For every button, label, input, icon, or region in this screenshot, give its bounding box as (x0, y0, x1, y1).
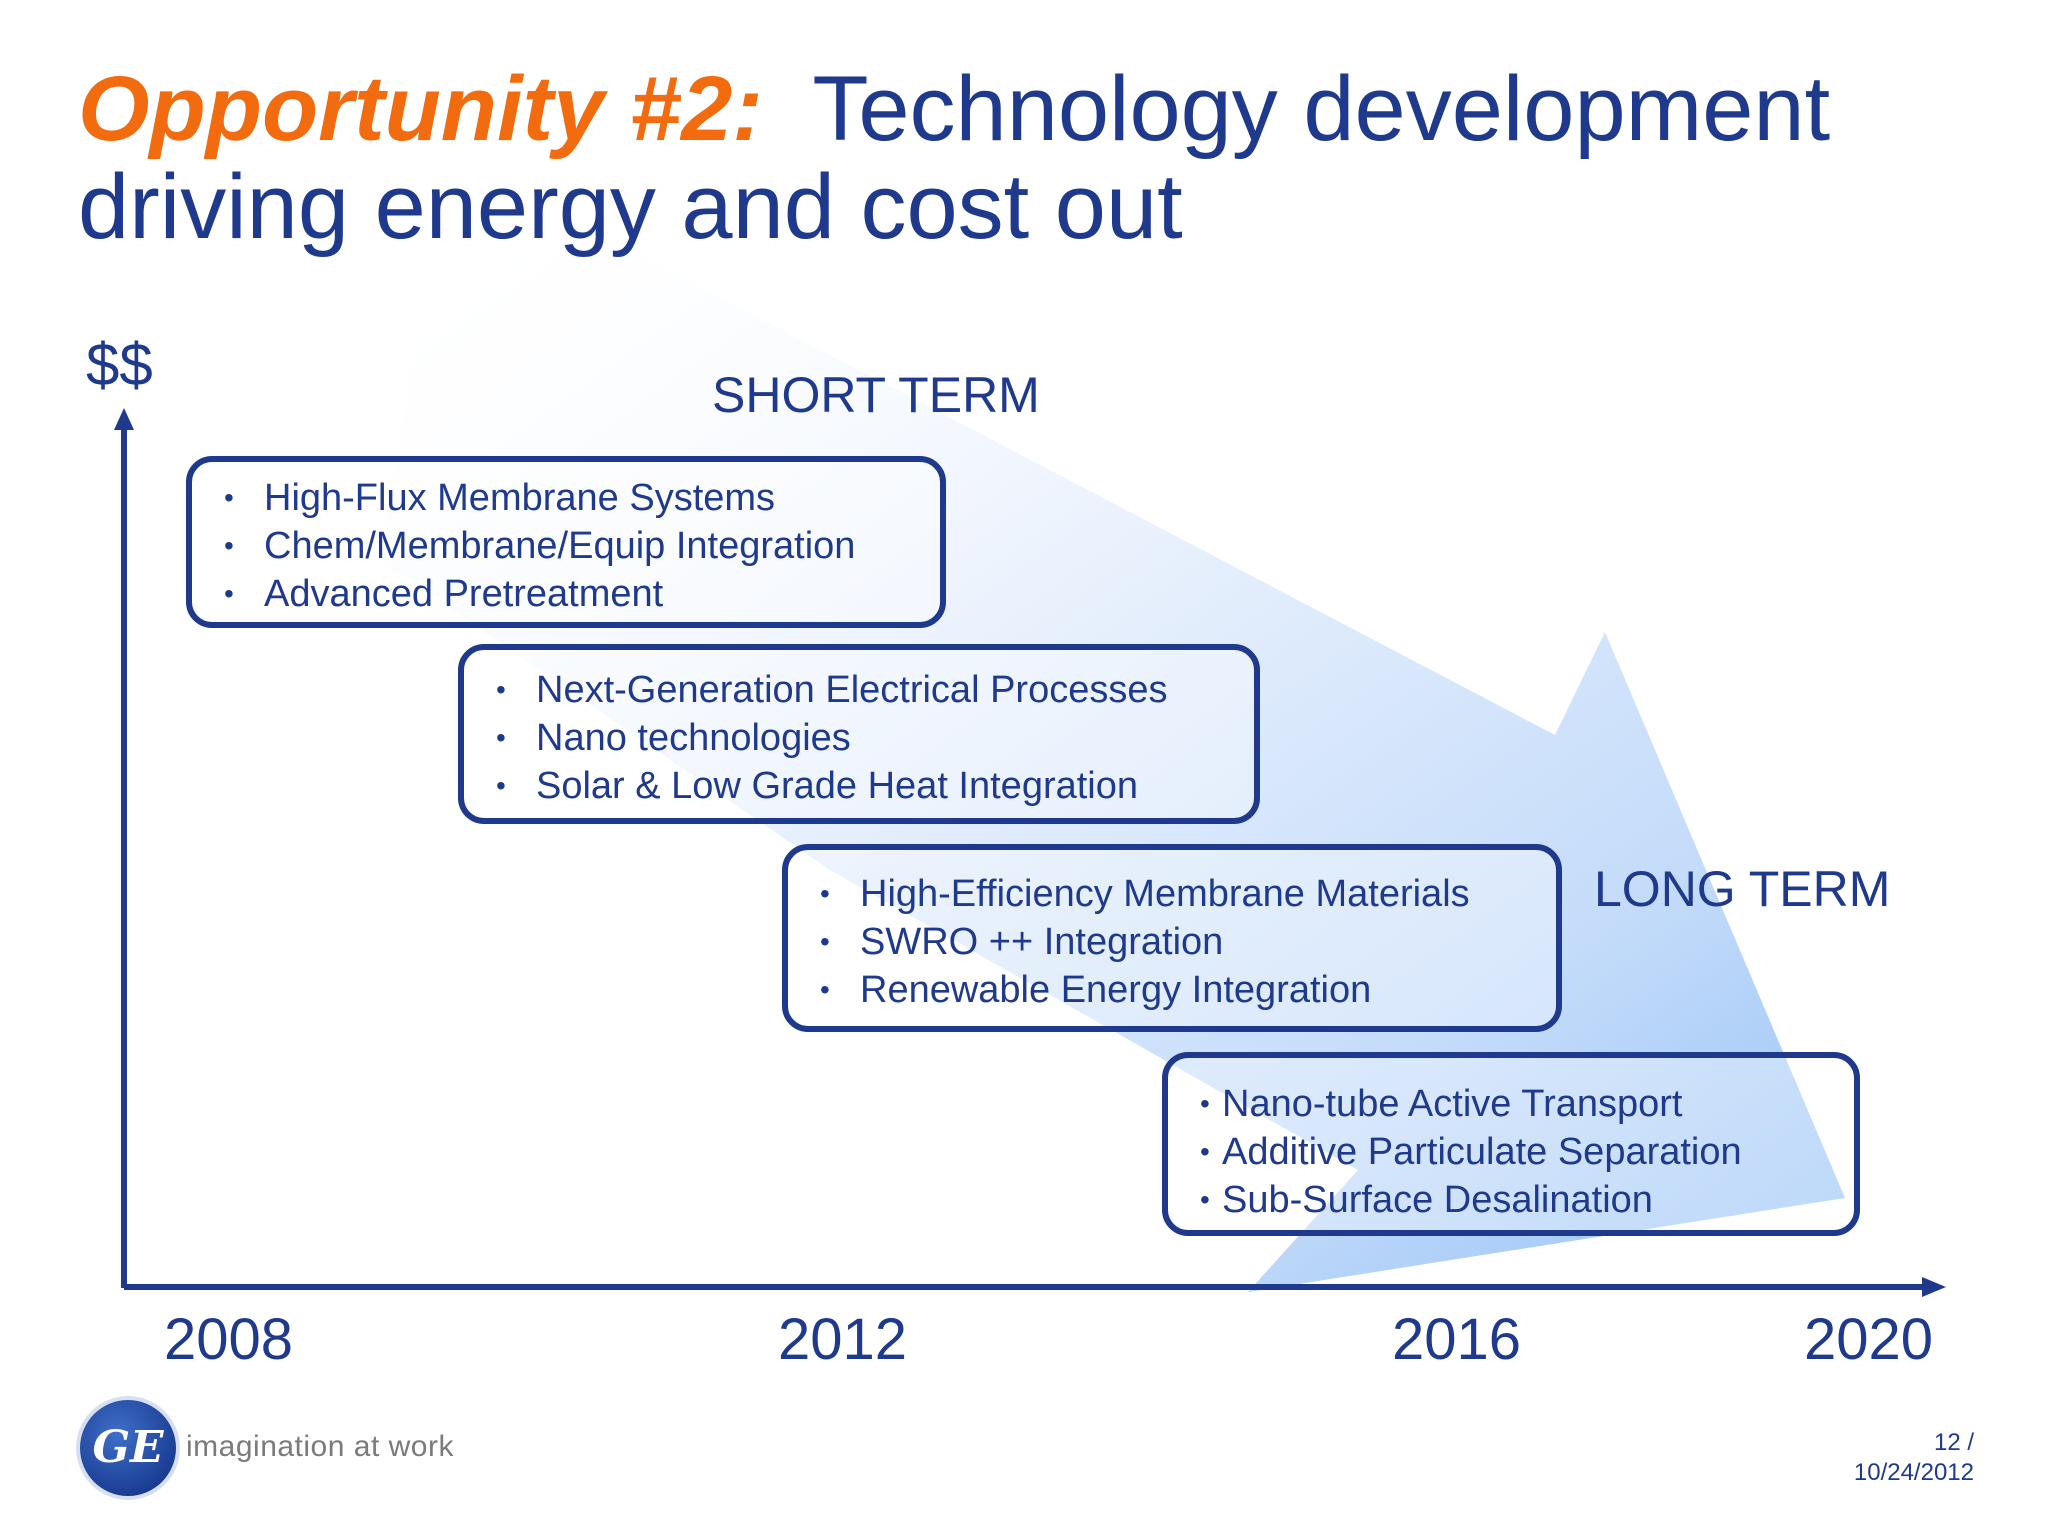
long-term-box: • Nano-tube Active Transport • Additive Pa… (1162, 1052, 1860, 1236)
mid-term-list-1: • Next-Generation Electrical Processes • N… (496, 666, 1254, 810)
list-item: • Additive Particulate Separation (1200, 1128, 1854, 1176)
list-item: • Solar & Low Grade Heat Integration (496, 762, 1254, 810)
mid-term-box-1: • Next-Generation Electrical Processes • N… (458, 644, 1260, 824)
list-item: • Nano-tube Active Transport (1200, 1080, 1854, 1128)
long-term-label: LONG TERM (1594, 861, 1891, 917)
list-item: • Next-Generation Electrical Processes (496, 666, 1254, 714)
bullet: • (496, 722, 506, 753)
short-term-list: • High-Flux Membrane Systems • Chem/Membra… (224, 474, 940, 618)
bullet: • (820, 878, 830, 909)
bullet: • (820, 974, 830, 1005)
title-line-1: Technology development (812, 58, 1831, 160)
year-label-2008: 2008 (164, 1307, 294, 1372)
bullet: • (496, 674, 506, 705)
title-highlight: Opportunity #2: (78, 58, 763, 160)
year-label-2020: 2020 (1804, 1307, 1934, 1372)
logo-tagline: imagination at work (186, 1430, 454, 1463)
list-item: • Renewable Energy Integration (820, 966, 1556, 1014)
year-label-2016: 2016 (1392, 1307, 1522, 1372)
mid-term-list-2: • High-Efficiency Membrane Materials • SWR… (820, 870, 1556, 1014)
list-item: • SWRO ++ Integration (820, 918, 1556, 966)
ge-logo: GE (80, 1400, 176, 1496)
bullet: • (820, 926, 830, 957)
page-number: 12 / (1933, 1429, 1974, 1456)
page-title: Opportunity #2: Technology development dr… (78, 60, 1958, 256)
list-item: • High-Flux Membrane Systems (224, 474, 940, 522)
mid-term-box-2: • High-Efficiency Membrane Materials • SWR… (782, 844, 1562, 1032)
bullet: • (496, 770, 506, 801)
long-term-list: • Nano-tube Active Transport • Additive Pa… (1200, 1080, 1854, 1224)
title-line-2: driving energy and cost out (78, 156, 1183, 258)
x-axis-arrowhead (1922, 1277, 1946, 1297)
bullet: • (224, 530, 234, 561)
list-item: • Sub-Surface Desalination (1200, 1176, 1854, 1224)
bullet: • (224, 482, 234, 513)
short-term-label: SHORT TERM (712, 367, 1040, 423)
list-item: • Chem/Membrane/Equip Integration (224, 522, 940, 570)
short-term-box: • High-Flux Membrane Systems • Chem/Membra… (186, 456, 946, 628)
y-axis-label: $$ (86, 331, 153, 398)
bullet: • (1200, 1088, 1210, 1119)
year-label-2012: 2012 (778, 1307, 908, 1372)
y-axis-arrowhead (114, 408, 134, 430)
bullet: • (1200, 1184, 1210, 1215)
list-item: • Advanced Pretreatment (224, 570, 940, 618)
slide-footer: 12 / 10/24/2012 (1854, 1428, 1974, 1488)
bullet: • (224, 578, 234, 609)
slide-date: 10/24/2012 (1853, 1459, 1974, 1486)
list-item: • Nano technologies (496, 714, 1254, 762)
bullet: • (1200, 1136, 1210, 1167)
list-item: • High-Efficiency Membrane Materials (820, 870, 1556, 918)
